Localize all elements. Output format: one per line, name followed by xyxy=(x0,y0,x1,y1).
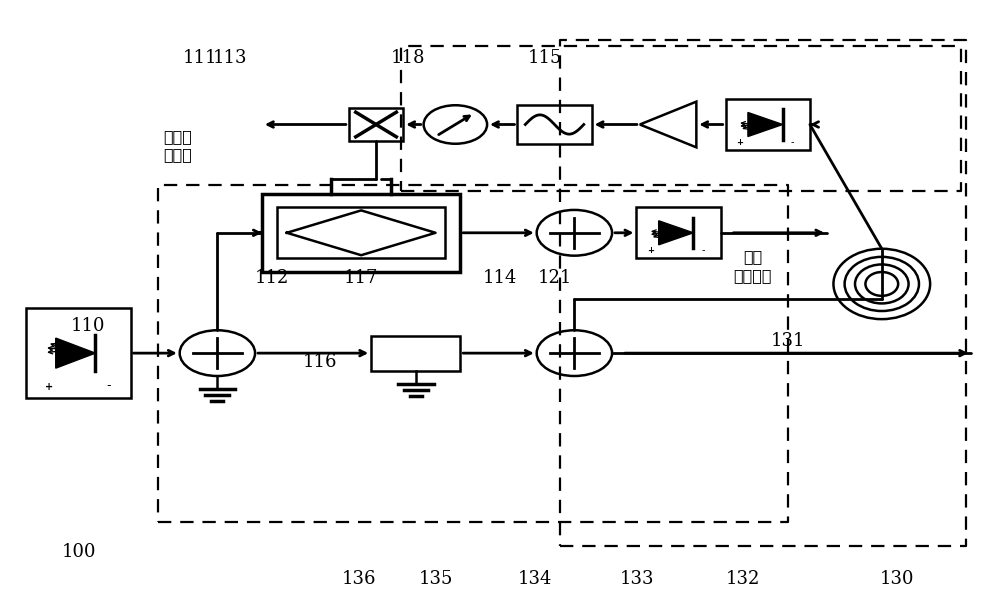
Text: +: + xyxy=(45,382,53,392)
Text: +: + xyxy=(647,246,654,256)
Polygon shape xyxy=(748,112,783,137)
Text: 115: 115 xyxy=(527,49,562,67)
Text: 112: 112 xyxy=(255,269,289,287)
Bar xyxy=(517,105,592,144)
Text: 基频微
波输出: 基频微 波输出 xyxy=(163,129,192,162)
Text: -: - xyxy=(702,245,705,256)
Bar xyxy=(726,99,810,150)
Text: 131: 131 xyxy=(770,332,805,350)
Polygon shape xyxy=(56,338,95,368)
Text: 132: 132 xyxy=(726,570,760,588)
Text: 133: 133 xyxy=(620,570,654,588)
Text: 116: 116 xyxy=(302,353,337,371)
Text: 117: 117 xyxy=(344,269,378,287)
Text: 倍频
微波输出: 倍频 微波输出 xyxy=(734,249,772,282)
Text: -: - xyxy=(791,137,794,147)
Text: 113: 113 xyxy=(213,49,248,67)
Text: 100: 100 xyxy=(61,543,96,561)
Text: 130: 130 xyxy=(879,570,914,588)
Text: 114: 114 xyxy=(483,269,517,287)
Text: 118: 118 xyxy=(391,49,425,67)
Polygon shape xyxy=(659,221,693,245)
Text: 134: 134 xyxy=(518,570,552,588)
Bar xyxy=(371,336,460,371)
Text: -: - xyxy=(106,379,111,392)
Text: 135: 135 xyxy=(418,570,453,588)
Bar xyxy=(277,207,445,258)
Bar xyxy=(636,207,721,259)
Bar xyxy=(349,108,403,141)
Text: 110: 110 xyxy=(71,317,106,335)
Text: +: + xyxy=(736,138,743,147)
Text: 136: 136 xyxy=(342,570,376,588)
Text: 121: 121 xyxy=(537,269,572,287)
Bar xyxy=(262,194,460,272)
Text: 111: 111 xyxy=(182,49,217,67)
Bar xyxy=(26,308,131,398)
